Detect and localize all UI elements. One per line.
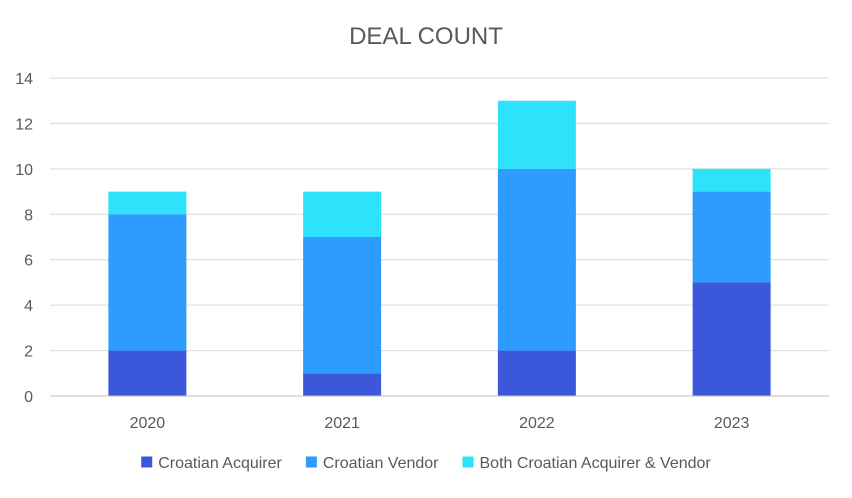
x-tick-label: 2020 bbox=[130, 415, 166, 432]
y-tick-label: 4 bbox=[24, 298, 33, 315]
bar-segment bbox=[108, 214, 187, 351]
legend-item: Both Croatian Acquirer & Vendor bbox=[462, 455, 712, 472]
bar-segment bbox=[303, 237, 382, 374]
bar-segment bbox=[108, 350, 187, 396]
y-tick-label: 6 bbox=[24, 253, 33, 270]
x-tick-label: 2022 bbox=[519, 415, 555, 432]
legend-label: Croatian Acquirer bbox=[158, 455, 282, 472]
y-tick-label: 10 bbox=[15, 162, 33, 179]
legend-item: Croatian Vendor bbox=[305, 455, 439, 472]
legend-swatch bbox=[141, 456, 153, 468]
y-tick-label: 0 bbox=[24, 389, 33, 406]
legend-label: Croatian Vendor bbox=[323, 455, 439, 472]
bar-segment bbox=[692, 282, 771, 396]
bar-segment bbox=[108, 191, 187, 215]
legend-item: Croatian Acquirer bbox=[141, 455, 283, 472]
bar-segment bbox=[303, 191, 382, 237]
bar-segment bbox=[692, 191, 771, 283]
legend-swatch bbox=[305, 456, 317, 468]
y-tick-label: 2 bbox=[24, 344, 33, 361]
legend-swatch bbox=[462, 456, 474, 468]
x-tick-label: 2023 bbox=[714, 415, 750, 432]
y-tick-label: 12 bbox=[15, 116, 33, 133]
axes: 0 2 4 6 8 10 12 14 2020 2021 2022 2023 bbox=[15, 71, 829, 432]
bar-segment bbox=[303, 373, 382, 396]
bars bbox=[108, 100, 771, 396]
x-tick-label: 2021 bbox=[324, 415, 360, 432]
bar-segment bbox=[497, 168, 576, 351]
y-tick-label: 8 bbox=[24, 207, 33, 224]
legend-label: Both Croatian Acquirer & Vendor bbox=[480, 455, 712, 472]
bar-segment bbox=[497, 100, 576, 169]
legend: Croatian Acquirer Croatian Vendor Both Cro… bbox=[141, 455, 711, 472]
bar-segment bbox=[692, 168, 771, 192]
bar-segment bbox=[497, 350, 576, 396]
y-tick-label: 14 bbox=[15, 71, 33, 88]
chart-title: DEAL COUNT bbox=[349, 23, 503, 50]
